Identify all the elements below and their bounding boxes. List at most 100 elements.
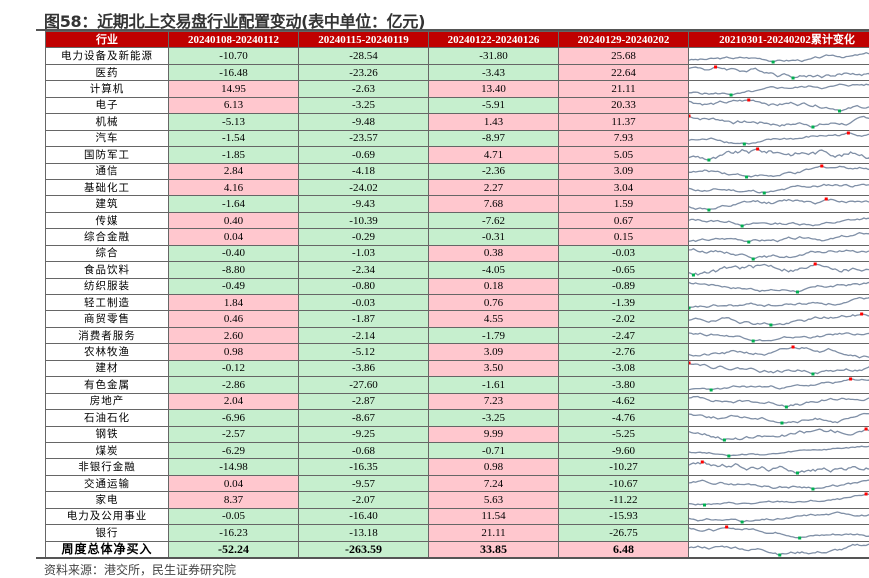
value-cell: -1.54 xyxy=(169,130,299,146)
value-cell: 6.13 xyxy=(169,97,299,113)
sparkline-min-marker xyxy=(792,77,795,80)
value-cell: 13.40 xyxy=(429,81,559,97)
value-cell: -1.87 xyxy=(299,311,429,327)
sparkline xyxy=(689,443,869,458)
value-cell: 8.37 xyxy=(169,492,299,508)
value-cell: -5.91 xyxy=(429,97,559,113)
value-cell: -0.29 xyxy=(299,229,429,245)
value-cell: -6.29 xyxy=(169,442,299,458)
value-cell: 7.68 xyxy=(429,196,559,212)
sparkline-max-marker xyxy=(714,66,717,69)
industry-name: 周度总体净买入 xyxy=(46,541,169,557)
value-cell: -11.22 xyxy=(559,492,689,508)
value-cell: -1.79 xyxy=(429,327,559,343)
value-cell: -1.64 xyxy=(169,196,299,212)
value-cell: -0.31 xyxy=(429,229,559,245)
table-bottom-divider xyxy=(36,557,869,559)
value-cell: 9.99 xyxy=(429,426,559,442)
sparkline-cell xyxy=(689,541,869,557)
value-cell: -27.60 xyxy=(299,377,429,393)
sparkline-cell xyxy=(689,393,869,409)
value-cell: -1.39 xyxy=(559,295,689,311)
header-week-2: 20240115-20240119 xyxy=(299,32,429,48)
sparkline-min-marker xyxy=(703,504,706,507)
value-cell: 3.09 xyxy=(429,344,559,360)
sparkline xyxy=(689,492,869,507)
sparkline-min-marker xyxy=(741,520,744,523)
industry-name: 电力设备及新能源 xyxy=(46,48,169,64)
value-cell: 33.85 xyxy=(429,541,559,557)
sparkline xyxy=(689,410,869,425)
header-week-3: 20240122-20240126 xyxy=(429,32,559,48)
industry-name: 商贸零售 xyxy=(46,311,169,327)
value-cell: 0.67 xyxy=(559,212,689,228)
value-cell: 3.09 xyxy=(559,163,689,179)
sparkline-line xyxy=(689,511,869,522)
value-cell: -1.85 xyxy=(169,147,299,163)
sparkline-min-marker xyxy=(752,340,755,343)
sparkline xyxy=(689,279,869,294)
value-cell: -31.80 xyxy=(429,48,559,64)
sparkline-min-marker xyxy=(747,241,750,244)
value-cell: -8.67 xyxy=(299,410,429,426)
sparkline xyxy=(689,246,869,261)
sparkline xyxy=(689,377,869,392)
sparkline-cell xyxy=(689,163,869,179)
value-cell: 0.40 xyxy=(169,212,299,228)
sparkline xyxy=(689,114,869,129)
value-cell: -0.40 xyxy=(169,245,299,261)
value-cell: -0.12 xyxy=(169,360,299,376)
header-week-1: 20240108-20240112 xyxy=(169,32,299,48)
value-cell: 5.05 xyxy=(559,147,689,163)
sparkline-min-marker xyxy=(785,405,788,408)
value-cell: -1.03 xyxy=(299,245,429,261)
value-cell: -10.70 xyxy=(169,48,299,64)
value-cell: 3.04 xyxy=(559,179,689,195)
sparkline-line xyxy=(689,264,869,275)
industry-name: 综合金融 xyxy=(46,229,169,245)
sparkline-cell xyxy=(689,295,869,311)
value-cell: -8.80 xyxy=(169,262,299,278)
industry-name: 传媒 xyxy=(46,212,169,228)
sparkline xyxy=(689,213,869,228)
sparkline-min-marker xyxy=(769,323,772,326)
value-cell: 0.38 xyxy=(429,245,559,261)
sparkline-max-marker xyxy=(725,526,728,529)
sparkline-cell xyxy=(689,475,869,491)
industry-name: 汽车 xyxy=(46,130,169,146)
industry-name: 基础化工 xyxy=(46,179,169,195)
industry-name: 煤炭 xyxy=(46,442,169,458)
table-row: 食品饮料-8.80-2.34-4.05-0.65 xyxy=(46,262,869,278)
sparkline-line xyxy=(689,51,869,62)
sparkline-min-marker xyxy=(710,389,713,392)
industry-name: 食品饮料 xyxy=(46,262,169,278)
value-cell: 0.04 xyxy=(169,229,299,245)
value-cell: -7.62 xyxy=(429,212,559,228)
value-cell: -2.47 xyxy=(559,327,689,343)
sparkline xyxy=(689,147,869,162)
sparkline-min-marker xyxy=(743,142,746,145)
sparkline-min-marker xyxy=(763,192,766,195)
sparkline-max-marker xyxy=(689,115,691,118)
value-cell: -10.39 xyxy=(299,212,429,228)
sparkline-min-marker xyxy=(745,175,748,178)
value-cell: -16.48 xyxy=(169,64,299,80)
value-cell: -5.12 xyxy=(299,344,429,360)
industry-name: 国防军工 xyxy=(46,147,169,163)
value-cell: -2.36 xyxy=(429,163,559,179)
value-cell: 7.24 xyxy=(429,475,559,491)
value-cell: -2.02 xyxy=(559,311,689,327)
sparkline xyxy=(689,295,869,310)
industry-name: 银行 xyxy=(46,525,169,541)
sparkline xyxy=(689,131,869,146)
sparkline-max-marker xyxy=(747,98,750,101)
